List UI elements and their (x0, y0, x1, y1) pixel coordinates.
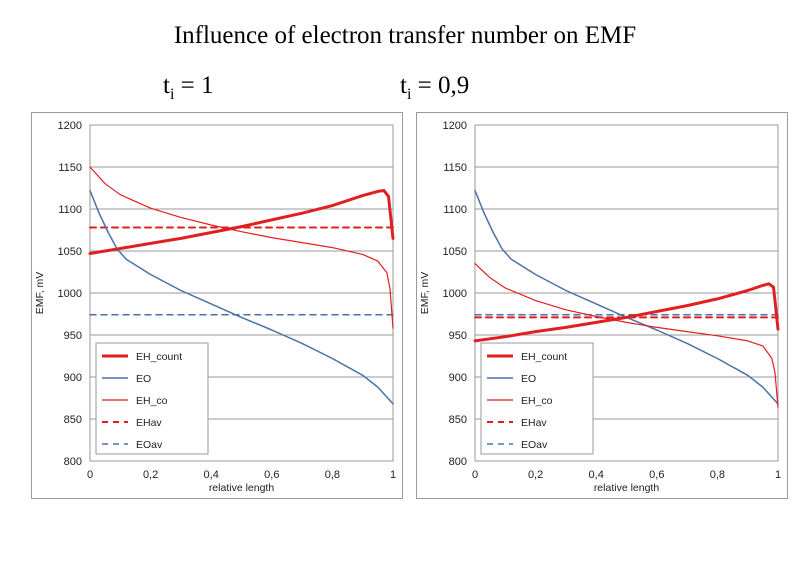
y-tick-label: 1000 (58, 288, 82, 300)
caption-symbol: t (163, 72, 170, 99)
legend-label: EH_count (521, 351, 567, 363)
y-tick-label: 1000 (443, 288, 467, 300)
legend-label: EH_count (136, 351, 182, 363)
y-axis-label: EMF, mV (34, 272, 46, 315)
panel-2-caption: ti = 0,9 (400, 72, 469, 104)
x-tick-label: 0,2 (528, 469, 543, 481)
legend-box (95, 342, 209, 455)
x-tick-label: 0,6 (649, 469, 664, 481)
caption-subscript: i (406, 86, 412, 103)
y-tick-label: 1150 (58, 162, 82, 174)
y-tick-label: 800 (449, 456, 467, 468)
y-tick-label: 1050 (58, 246, 82, 258)
legend-box (480, 342, 594, 455)
y-tick-label: 900 (64, 372, 82, 384)
x-tick-label: 0,6 (264, 469, 279, 481)
series-line-eh-count (473, 282, 780, 343)
emf-chart-2: 800 850 900 950 1000 1050 1100 1150 1200 0 0,2 0,4 0… (419, 120, 781, 494)
legend-label: EOav (521, 439, 548, 451)
y-tick-label: 950 (64, 330, 82, 342)
y-axis-label: EMF, mV (419, 272, 431, 315)
y-tick-label: 1200 (58, 120, 82, 132)
x-tick-label: 1 (390, 469, 396, 481)
x-tick-label: 0 (87, 469, 93, 481)
legend-label: EH_co (521, 395, 553, 407)
caption-symbol: t (400, 72, 407, 99)
panel-1-caption: ti = 1 (163, 72, 214, 104)
series-line-eh-count (88, 189, 395, 255)
caption-value: = 0,9 (411, 72, 470, 99)
y-tick-label: 1100 (443, 204, 467, 216)
emf-chart-1: 800 850 900 950 1000 1050 1100 1150 1200 0 0,2 0,4 0… (34, 120, 396, 494)
y-tick-label: 850 (64, 414, 82, 426)
y-tick-label: 850 (449, 414, 467, 426)
plot-area (474, 124, 779, 462)
plot-area (89, 124, 394, 462)
x-axis-label: relative length (594, 482, 660, 494)
page-title: Influence of electron transfer number on… (173, 22, 637, 49)
caption-subscript: i (169, 86, 175, 103)
y-tick-label: 800 (64, 456, 82, 468)
series-line-eh-co (474, 263, 779, 408)
chart-panel-1: 800 850 900 950 1000 1050 1100 1150 1200 0 0,2 0,4 0… (31, 112, 403, 499)
x-tick-label: 1 (775, 469, 781, 481)
legend-label: EO (136, 373, 151, 385)
x-tick-label: 0,8 (710, 469, 725, 481)
series-line-eo (474, 189, 779, 405)
y-tick-label: 950 (449, 330, 467, 342)
x-tick-label: 0 (472, 469, 478, 481)
y-tick-label: 1050 (443, 246, 467, 258)
legend-label: EHav (521, 417, 547, 429)
legend-label: EOav (136, 439, 163, 451)
chart-panel-2: 800 850 900 950 1000 1050 1100 1150 1200 0 0,2 0,4 0… (416, 112, 788, 499)
y-tick-label: 900 (449, 372, 467, 384)
y-tick-label: 1150 (443, 162, 467, 174)
y-tick-label: 1200 (443, 120, 467, 132)
x-tick-label: 0,4 (589, 469, 604, 481)
legend-label: EHav (136, 417, 162, 429)
legend-label: EH_co (136, 395, 168, 407)
series-line-eo (89, 189, 394, 405)
x-tick-label: 0,8 (325, 469, 340, 481)
x-tick-label: 0,2 (143, 469, 158, 481)
caption-value: = 1 (174, 72, 214, 99)
x-axis-label: relative length (209, 482, 275, 494)
y-tick-label: 1100 (58, 204, 82, 216)
legend-label: EO (521, 373, 536, 385)
series-line-eh-co (89, 166, 394, 329)
x-tick-label: 0,4 (204, 469, 219, 481)
